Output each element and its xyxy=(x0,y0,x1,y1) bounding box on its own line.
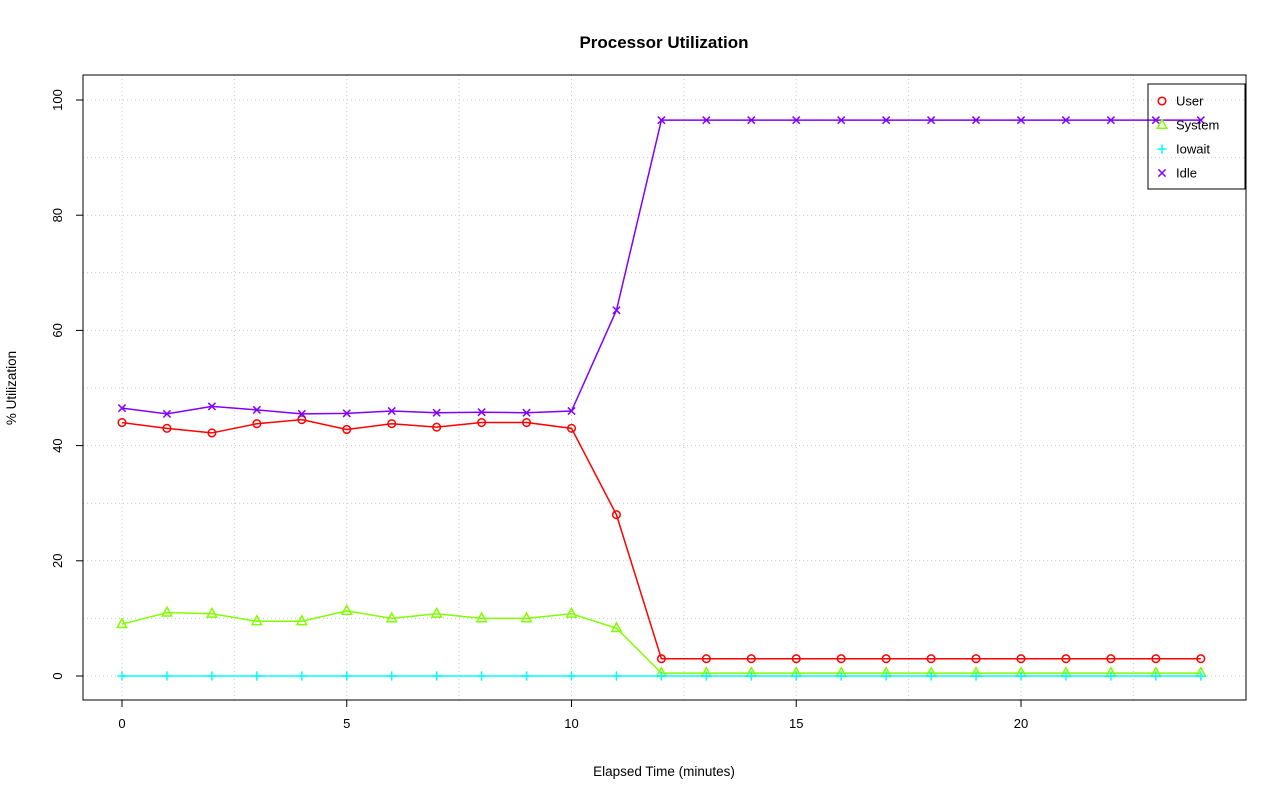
x-tick-label: 0 xyxy=(118,716,125,731)
series-marker-user xyxy=(252,419,262,429)
y-tick-label: 80 xyxy=(50,208,65,222)
series-marker-idle xyxy=(1061,116,1071,125)
series-marker-idle xyxy=(1196,116,1205,125)
series-marker-idle xyxy=(342,409,351,418)
series-marker-user xyxy=(207,428,217,438)
y-tick-label: 60 xyxy=(50,323,65,337)
x-tick-label: 20 xyxy=(1014,716,1028,731)
series-marker-idle xyxy=(792,116,801,125)
series-line-idle xyxy=(121,119,1201,415)
series-marker-user xyxy=(477,418,487,428)
series-line-system xyxy=(121,610,1201,674)
series-marker-idle xyxy=(747,116,756,125)
legend-box xyxy=(1147,83,1246,190)
legend-marker-idle xyxy=(1157,168,1167,178)
y-tick-label: 100 xyxy=(50,89,65,111)
series-marker-user xyxy=(387,419,397,429)
series-marker-idle xyxy=(117,404,127,413)
series-marker-user xyxy=(162,423,172,433)
series-marker-user xyxy=(791,654,801,664)
x-axis-label: Elapsed Time (minutes) xyxy=(593,764,735,779)
x-tick-label: 5 xyxy=(343,716,350,731)
series-marker-idle xyxy=(207,402,217,411)
series-marker-system xyxy=(610,621,623,633)
series-marker-idle xyxy=(522,408,531,417)
y-axis-label: % Utilization xyxy=(4,351,19,425)
plot-area: 0 5 10 15 20 0 20 40 60 80 100 User System Iowait Idle xyxy=(50,74,1247,731)
series-marker-user xyxy=(881,654,891,664)
y-tick-label: 40 xyxy=(50,438,65,452)
series-marker-idle xyxy=(432,408,441,417)
series-marker-system xyxy=(116,617,128,629)
series-marker-system xyxy=(250,614,263,626)
series-marker-user xyxy=(1016,654,1026,664)
series-marker-user xyxy=(432,422,442,432)
series-marker-idle xyxy=(1106,116,1116,125)
series-line-user xyxy=(121,418,1201,660)
legend-marker-user xyxy=(1157,96,1167,106)
series-marker-user xyxy=(836,654,846,664)
series-marker-idle xyxy=(567,406,576,416)
series-marker-user xyxy=(117,418,127,428)
series-marker-idle xyxy=(882,116,891,125)
series-marker-system xyxy=(340,603,353,615)
legend-label-idle: Idle xyxy=(1176,166,1197,181)
series-marker-idle xyxy=(702,116,711,125)
series-marker-user xyxy=(746,654,756,664)
series-marker-user xyxy=(297,415,307,425)
series-marker-idle xyxy=(162,409,172,419)
series-marker-user xyxy=(342,424,352,435)
series-marker-user xyxy=(1196,654,1206,664)
series-marker-idle xyxy=(387,406,396,416)
legend-label-user: User xyxy=(1176,94,1204,109)
series-marker-idle xyxy=(837,116,846,125)
series-marker-user xyxy=(611,510,622,520)
x-tick-label: 10 xyxy=(564,716,578,731)
series-marker-system xyxy=(565,606,578,618)
series-marker-system xyxy=(295,614,308,626)
series-marker-system xyxy=(385,611,398,623)
plot-border xyxy=(82,74,1247,701)
series-marker-system xyxy=(520,611,533,623)
series-marker-user xyxy=(656,654,666,664)
series-marker-user xyxy=(1061,654,1071,664)
series-marker-idle xyxy=(926,116,936,125)
series-marker-idle xyxy=(971,116,981,125)
x-tick-label: 15 xyxy=(789,716,803,731)
y-tick-label: 0 xyxy=(50,672,65,679)
series-marker-user xyxy=(566,423,577,433)
series-marker-user xyxy=(926,654,936,664)
series-marker-system xyxy=(475,611,488,623)
series-marker-user xyxy=(971,654,981,664)
series-marker-system xyxy=(430,606,443,618)
series-marker-user xyxy=(701,654,711,664)
series-marker-idle xyxy=(612,306,621,315)
series-marker-user xyxy=(1151,654,1161,664)
series-marker-idle xyxy=(297,409,306,419)
legend-label-iowait: Iowait xyxy=(1176,142,1210,157)
series-marker-user xyxy=(1106,654,1116,664)
series-marker-idle xyxy=(477,408,486,417)
series-marker-idle xyxy=(252,405,261,415)
legend-label-system: System xyxy=(1176,118,1219,133)
series-marker-user xyxy=(522,418,532,428)
series-marker-idle xyxy=(1151,116,1160,125)
legend-marker-system xyxy=(1156,118,1168,130)
series-marker-system xyxy=(160,605,173,617)
series-marker-idle xyxy=(1016,116,1026,125)
chart-title: Processor Utilization xyxy=(579,33,748,52)
y-tick-label: 20 xyxy=(50,554,65,568)
series-marker-system xyxy=(205,606,218,618)
series-marker-idle xyxy=(657,116,666,125)
